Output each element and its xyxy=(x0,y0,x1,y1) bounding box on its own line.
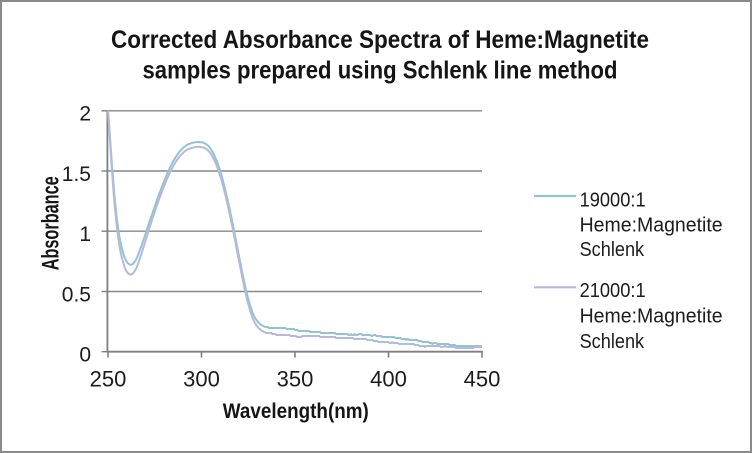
svg-text:Wavelength(nm): Wavelength(nm) xyxy=(223,400,369,423)
svg-text:Schlenk: Schlenk xyxy=(580,239,645,261)
svg-text:19000:1: 19000:1 xyxy=(580,190,646,212)
svg-text:0.5: 0.5 xyxy=(62,283,91,306)
svg-text:450: 450 xyxy=(464,367,501,392)
svg-text:350: 350 xyxy=(277,367,314,392)
svg-text:samples prepared using Schlenk: samples prepared using Schlenk line meth… xyxy=(143,57,618,85)
svg-text:1: 1 xyxy=(79,223,91,246)
svg-text:Schlenk: Schlenk xyxy=(580,331,645,353)
svg-text:250: 250 xyxy=(90,367,127,392)
svg-text:1.5: 1.5 xyxy=(62,163,91,186)
svg-text:300: 300 xyxy=(183,367,220,392)
svg-text:Absorbance: Absorbance xyxy=(37,176,64,270)
svg-text:Heme:Magnetite: Heme:Magnetite xyxy=(580,306,723,328)
svg-text:21000:1: 21000:1 xyxy=(580,280,646,302)
svg-text:Corrected Absorbance Spectra o: Corrected Absorbance Spectra of Heme:Mag… xyxy=(111,26,649,54)
svg-text:400: 400 xyxy=(370,367,407,392)
svg-text:0: 0 xyxy=(79,344,91,367)
svg-text:2: 2 xyxy=(79,103,91,126)
svg-text:Heme:Magnetite: Heme:Magnetite xyxy=(580,214,723,236)
